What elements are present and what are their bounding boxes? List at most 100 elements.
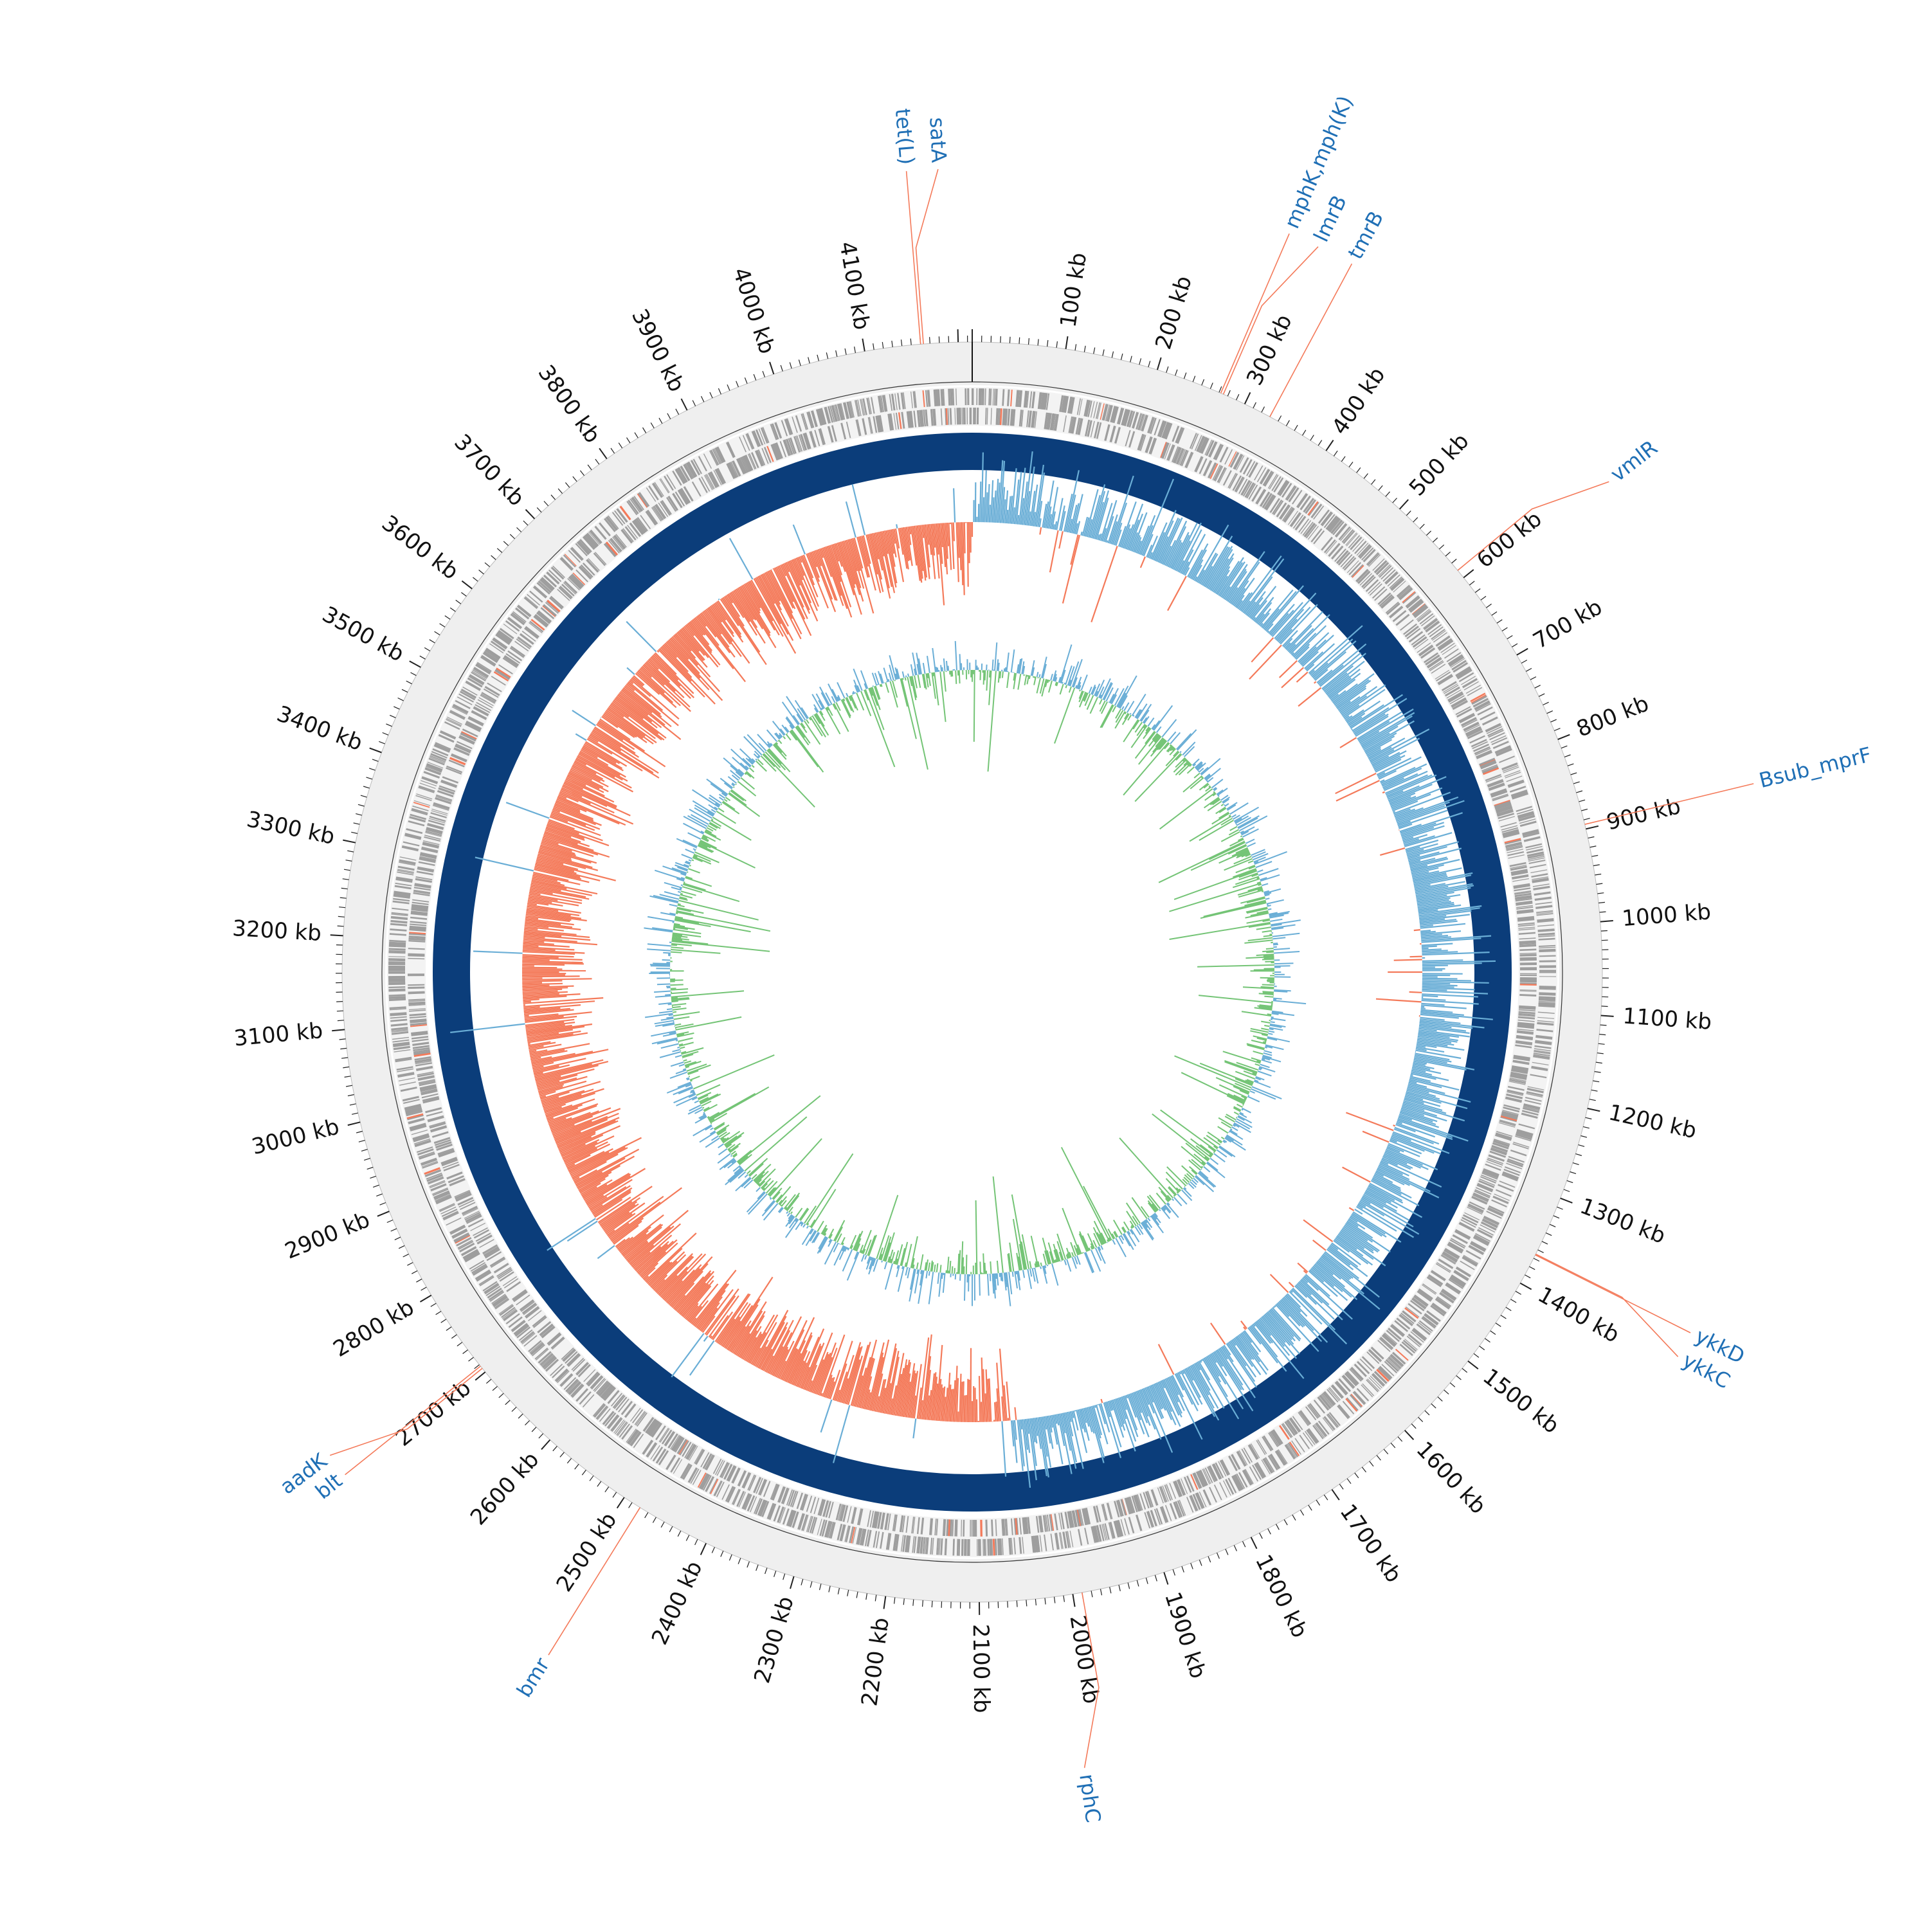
gc-content-bar — [1262, 959, 1274, 960]
feature-block — [938, 390, 939, 406]
feature-block — [999, 408, 1000, 425]
feature-block — [1519, 941, 1536, 942]
gc-content-bar — [1049, 680, 1050, 682]
feature-block — [990, 1539, 991, 1556]
gc-skew-bar — [958, 1412, 959, 1422]
gc-content-bar — [1258, 1069, 1261, 1070]
feature-block — [951, 389, 952, 406]
gc-content-bar — [1266, 948, 1274, 949]
feature-block — [1520, 960, 1537, 961]
gc-skew-bar — [522, 964, 565, 965]
gc-content-bar — [1265, 961, 1274, 962]
gc-content-bar — [1066, 685, 1067, 689]
gc-skew-bar — [1274, 1306, 1276, 1307]
feature-block — [1539, 1006, 1555, 1007]
feature-block — [390, 1007, 406, 1009]
gc-content-bar — [1273, 998, 1281, 999]
gc-content-bar — [1264, 1025, 1269, 1026]
feature-block — [1539, 993, 1555, 994]
feature-block — [1520, 990, 1537, 991]
gc-skew-bar — [969, 1380, 970, 1422]
gc-skew-bar — [528, 1043, 530, 1044]
feature-block — [389, 999, 406, 1000]
gc-skew-bar — [1422, 946, 1437, 947]
gc-skew-bar — [522, 982, 542, 983]
gc-skew-bar — [986, 492, 988, 523]
gc-skew-bar — [896, 524, 897, 528]
feature-block — [388, 959, 405, 960]
feature-block — [1006, 409, 1007, 426]
gc-skew-bar — [1393, 811, 1395, 812]
feature-block — [1008, 409, 1010, 426]
gc-skew-bar — [522, 980, 562, 981]
feature-block — [408, 985, 424, 986]
feature-block — [391, 921, 408, 923]
gc-content-bar — [1062, 682, 1063, 683]
gc-skew-bar — [980, 482, 981, 522]
gc-skew-bar — [983, 497, 984, 522]
feature-block — [1520, 981, 1537, 982]
gc-skew-bar — [1394, 960, 1422, 961]
gc-content-bar — [1004, 669, 1005, 672]
gc-skew-bar — [1095, 1405, 1096, 1408]
feature-block — [1520, 983, 1537, 984]
feature-block — [1003, 389, 1004, 406]
feature-block — [1520, 984, 1537, 985]
feature-block — [962, 408, 963, 424]
gc-content-bar — [1213, 1152, 1215, 1153]
feature-block — [983, 388, 984, 405]
feature-block — [408, 999, 425, 1000]
gc-skew-bar — [1422, 989, 1447, 991]
feature-block — [390, 930, 406, 931]
gc-content-bar — [1242, 1109, 1243, 1110]
feature-block — [390, 924, 407, 925]
feature-block — [991, 408, 992, 425]
gc-content-bar — [1262, 985, 1274, 986]
gc-content-bar — [1261, 987, 1274, 988]
gc-content-bar — [1273, 947, 1277, 948]
feature-block — [957, 408, 958, 424]
feature-block — [994, 389, 995, 406]
feature-block — [921, 1537, 922, 1554]
feature-block — [989, 388, 990, 405]
gc-content-bar — [1231, 1129, 1232, 1130]
feature-block — [1011, 409, 1012, 426]
gc-skew-bar — [1411, 1075, 1413, 1076]
feature-block — [934, 409, 936, 426]
feature-block — [986, 1520, 987, 1537]
feature-block — [1537, 1023, 1553, 1024]
gc-content-bar — [1130, 713, 1131, 714]
feature-block — [992, 1520, 993, 1537]
gc-skew-bar — [964, 522, 965, 554]
gc-skew-bar — [1081, 532, 1082, 536]
gc-skew-bar — [1422, 949, 1442, 950]
feature-block — [953, 389, 954, 406]
feature-block — [389, 995, 406, 996]
feature-block — [390, 934, 406, 935]
feature-block — [949, 389, 950, 406]
gc-content-bar — [1047, 680, 1048, 683]
gc-skew-bar — [964, 1395, 965, 1422]
feature-block — [985, 388, 986, 405]
feature-block — [988, 1539, 989, 1556]
gc-content-bar — [1265, 1041, 1267, 1042]
feature-block — [947, 1519, 948, 1536]
feature-block — [984, 1539, 985, 1556]
gc-content-bar — [1263, 1042, 1266, 1043]
gc-content-bar — [1133, 715, 1134, 716]
gc-skew-bar — [1273, 1306, 1274, 1308]
gc-skew-bar — [995, 1402, 996, 1422]
feature-block — [1519, 1008, 1535, 1009]
gc-content-bar — [1269, 934, 1272, 935]
gc-content-bar — [1224, 805, 1225, 806]
feature-block — [391, 917, 408, 919]
gc-skew-bar — [1422, 996, 1438, 997]
feature-block — [996, 389, 997, 406]
feature-block — [926, 410, 927, 426]
feature-block — [941, 1539, 942, 1555]
gc-content-bar — [1274, 963, 1294, 964]
feature-block — [389, 952, 406, 953]
feature-block — [950, 408, 951, 425]
